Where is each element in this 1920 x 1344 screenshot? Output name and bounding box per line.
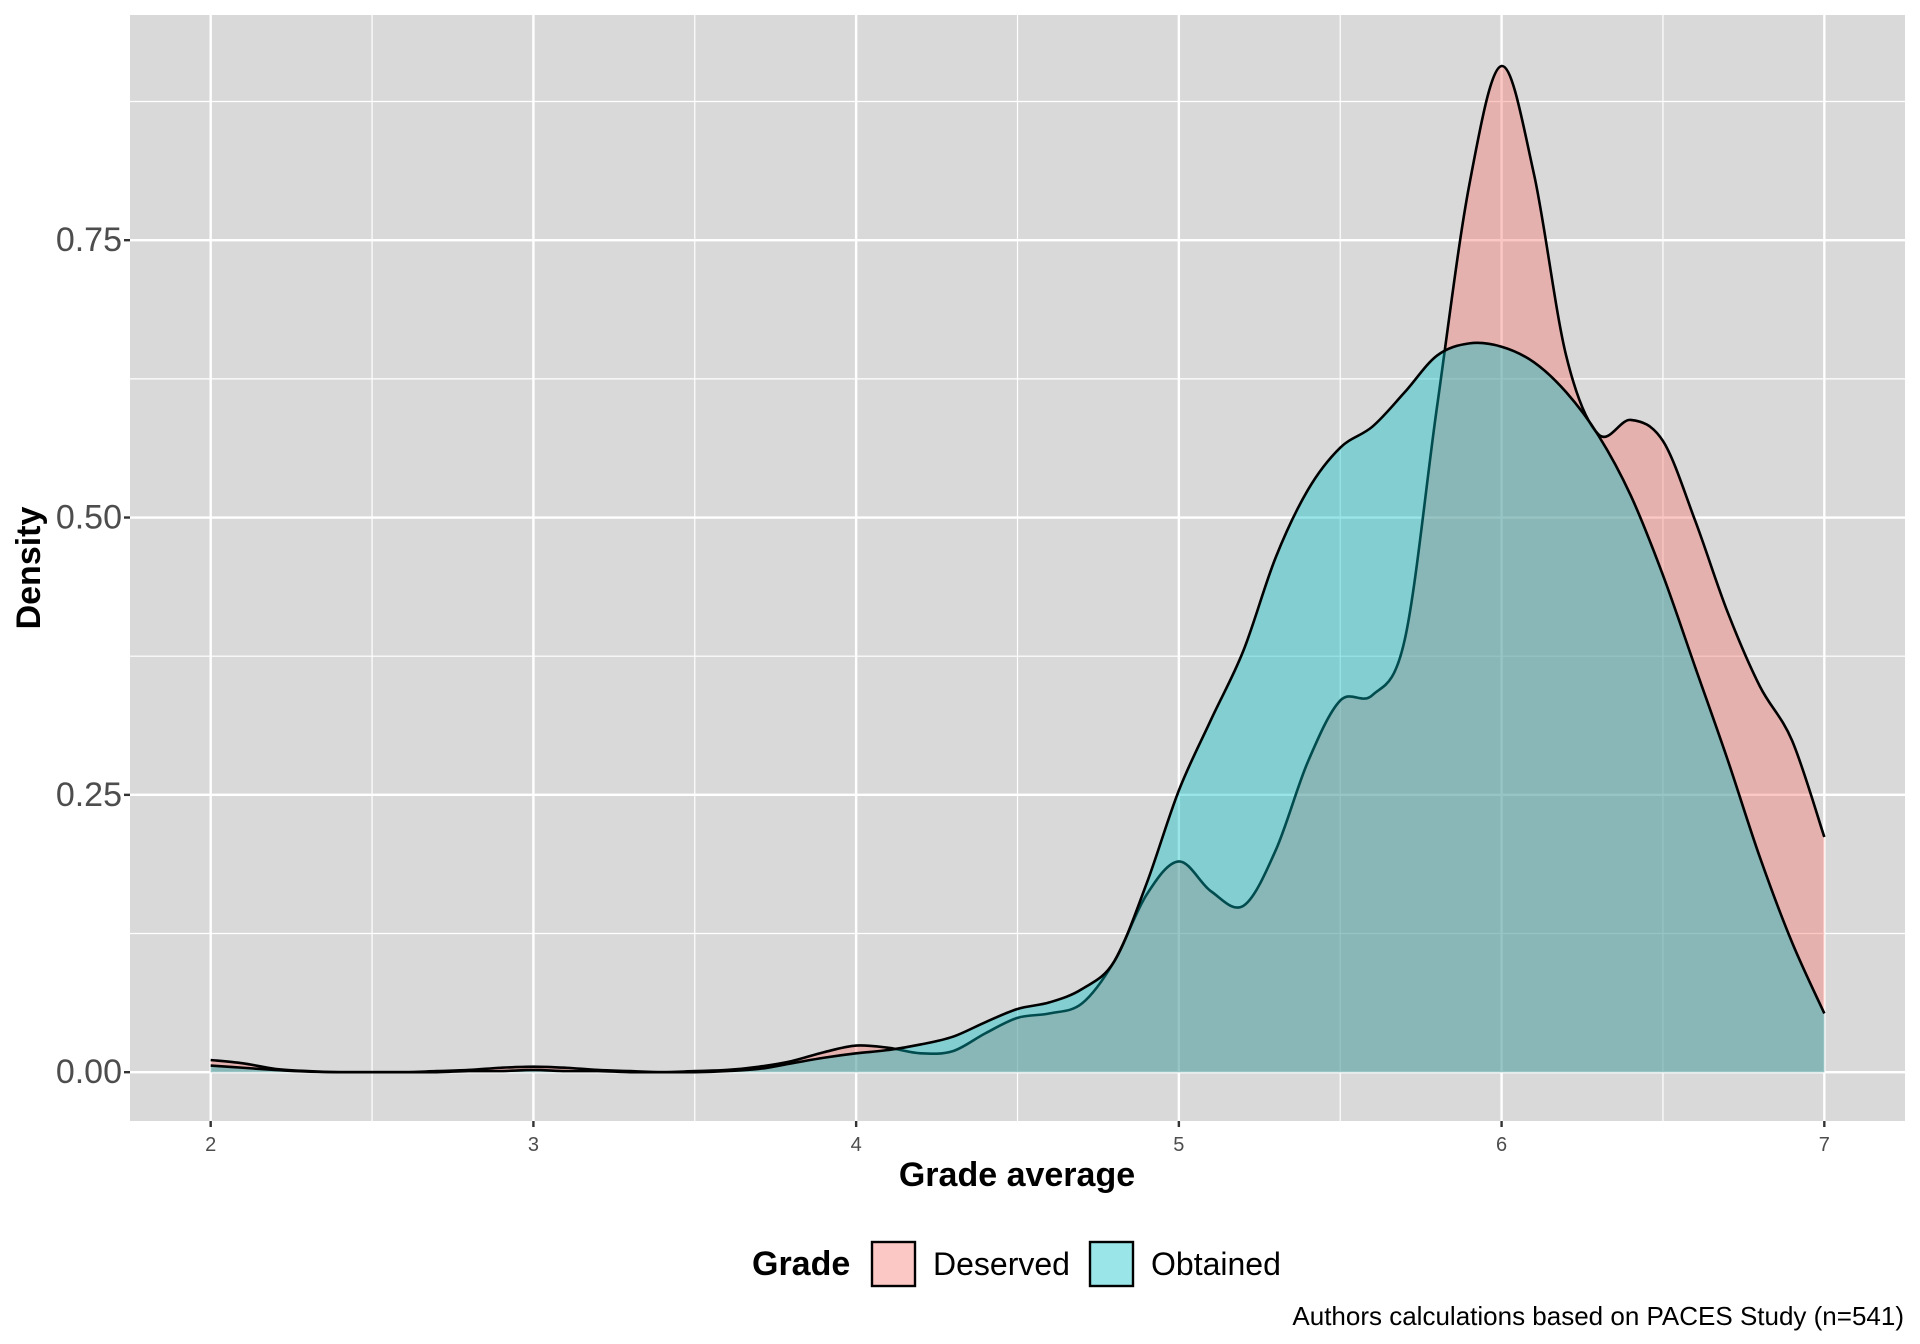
x-tick-label: 5: [1173, 1134, 1184, 1156]
legend-label-obtained: Obtained: [1151, 1246, 1281, 1282]
x-tick-label: 6: [1496, 1134, 1507, 1156]
legend: Grade Deserved Obtained: [752, 1240, 1281, 1288]
x-tick-label: 4: [851, 1134, 862, 1156]
density-line-obtained: [210, 341, 1826, 1074]
legend-title: Grade: [752, 1245, 850, 1283]
gridlines: [130, 15, 1905, 1121]
axes: 0.00 0.25 0.50 0.75 2 3 4 5 6 7: [56, 221, 1830, 1156]
y-axis-title: Density: [10, 507, 48, 630]
y-tick-label: 0.00: [56, 1053, 122, 1091]
density-area-obtained: [210, 342, 1825, 1073]
density-area-deserved: [210, 65, 1825, 1073]
legend-label-deserved: Deserved: [933, 1246, 1070, 1282]
x-tick-label: 7: [1819, 1134, 1830, 1156]
chart-caption: Authors calculations based on PACES Stud…: [1292, 1301, 1904, 1331]
legend-key-obtained: [1088, 1240, 1135, 1288]
legend-key-deserved: [870, 1240, 917, 1288]
x-axis-title: Grade average: [899, 1156, 1135, 1194]
x-tick-label: 2: [205, 1134, 216, 1156]
y-tick-label: 0.25: [56, 776, 122, 814]
y-tick-label: 0.50: [56, 499, 122, 537]
y-tick-label: 0.75: [56, 221, 122, 259]
x-tick-label: 3: [528, 1134, 539, 1156]
density-line-deserved: [210, 64, 1826, 1074]
density-areas: [210, 64, 1826, 1074]
